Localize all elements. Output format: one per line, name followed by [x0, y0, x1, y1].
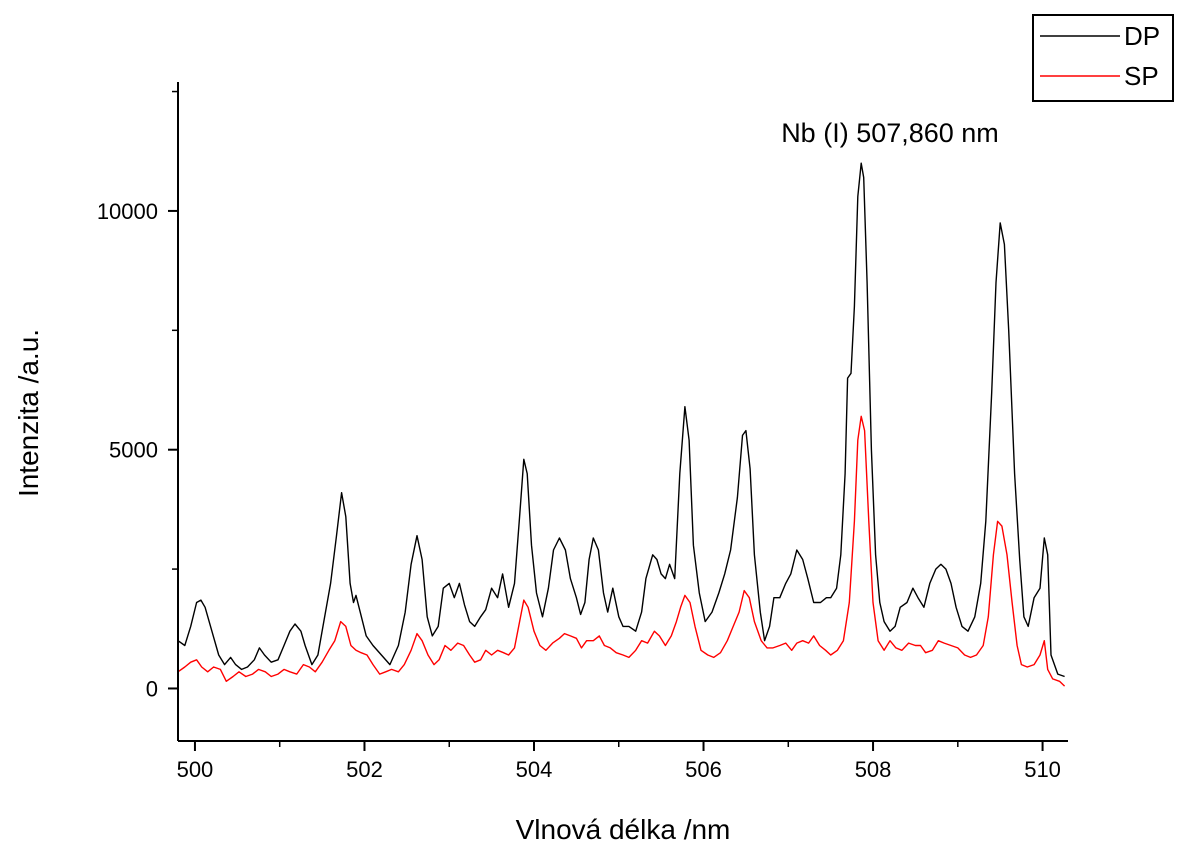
peak-annotation: Nb (I) 507,860 nm — [781, 118, 999, 148]
x-tick-label: 506 — [685, 757, 722, 782]
y-tick-label: 5000 — [109, 438, 158, 463]
series-layer — [177, 162, 1066, 687]
y-tick-label: 10000 — [97, 199, 158, 224]
legend-label-sp: SP — [1124, 61, 1159, 91]
legend-label-dp: DP — [1124, 21, 1160, 51]
legend: DP SP — [1032, 14, 1174, 102]
y-axis-title: Intenzita /a.u. — [13, 329, 44, 497]
x-tick-label: 504 — [516, 757, 553, 782]
axes-layer — [177, 82, 1068, 742]
x-axis-title: Vlnová délka /nm — [516, 814, 731, 841]
y-tick-label: 0 — [146, 676, 158, 701]
x-tick-label: 502 — [346, 757, 383, 782]
ticks-layer: 500 502 504 506 508 510 0 5000 10000 — [97, 90, 1061, 782]
x-tick-label: 510 — [1024, 757, 1061, 782]
series-line-sp — [177, 415, 1066, 687]
x-tick-label: 500 — [177, 757, 214, 782]
legend-box — [1032, 14, 1174, 102]
x-tick-label: 508 — [855, 757, 892, 782]
series-line-dp — [177, 162, 1065, 678]
